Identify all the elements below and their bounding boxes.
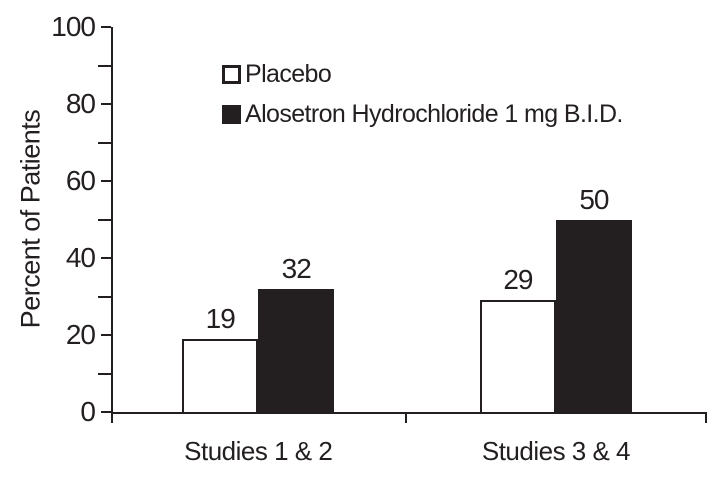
y-minor-tick xyxy=(98,372,111,375)
y-major-tick xyxy=(101,411,111,413)
x-category-label: Studies 1 & 2 xyxy=(184,436,333,466)
y-major-tick xyxy=(101,103,111,105)
y-tick-label: 60 xyxy=(65,165,96,196)
y-major-tick xyxy=(101,26,111,28)
y-tick-label: 40 xyxy=(65,242,96,273)
y-minor-tick xyxy=(98,218,111,221)
bar-value-label: 50 xyxy=(579,183,609,215)
y-tick-label: 0 xyxy=(80,396,96,427)
legend-label-alosetron: Alosetron Hydrochloride 1 mg B.I.D. xyxy=(245,99,623,128)
bar-alosetron-group1 xyxy=(258,288,335,412)
bar-placebo-group1 xyxy=(182,338,259,412)
x-category-label: Studies 3 & 4 xyxy=(481,436,631,466)
y-tick-label: 100 xyxy=(51,11,96,42)
bar-value-label: 19 xyxy=(205,302,236,334)
y-axis-title: Percent of Patients xyxy=(15,109,46,329)
bar-value-label: 32 xyxy=(281,252,312,284)
y-major-tick xyxy=(101,180,111,182)
legend-item-placebo: Placebo xyxy=(222,59,623,88)
plot-area: 0 20 40 60 80 100 19 32 Studies 1 & 2 29 50 Studies… xyxy=(51,12,707,466)
y-tick-label: 80 xyxy=(65,88,96,119)
legend-item-alosetron: Alosetron Hydrochloride 1 mg B.I.D. xyxy=(222,99,623,128)
bar-value-label: 29 xyxy=(503,264,533,296)
bar-alosetron-group2 xyxy=(555,219,632,412)
y-major-tick xyxy=(101,334,111,336)
y-minor-tick xyxy=(98,141,111,144)
x-axis-end-tick xyxy=(705,414,707,423)
bar-placebo-group2 xyxy=(479,300,556,412)
y-tick-label: 20 xyxy=(65,319,96,350)
legend: Placebo Alosetron Hydrochloride 1 mg B.I… xyxy=(222,59,623,141)
placebo-swatch-icon xyxy=(222,64,241,84)
y-major-tick xyxy=(101,257,111,259)
x-axis-end-tick xyxy=(111,414,113,423)
alosetron-swatch-icon xyxy=(222,104,241,124)
y-minor-tick xyxy=(98,295,111,298)
y-minor-tick xyxy=(98,64,111,67)
legend-label-placebo: Placebo xyxy=(245,59,332,88)
x-axis-divider-tick xyxy=(405,414,407,423)
